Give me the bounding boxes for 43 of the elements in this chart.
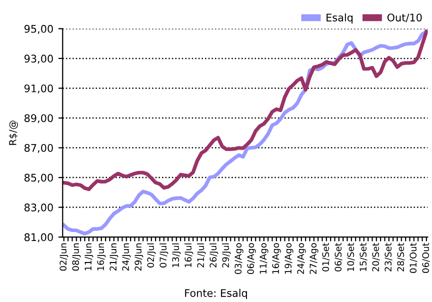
x-tick-label: 16/Jul xyxy=(184,243,194,268)
x-tick-label: 06/Out xyxy=(422,242,430,273)
y-tick-label: 95,00 xyxy=(24,24,53,34)
x-tick-label: 16/Ago xyxy=(272,243,281,274)
y-axis-title: R$/@ xyxy=(8,120,18,145)
legend-label: Esalq xyxy=(326,13,353,24)
y-tick-label: 89,00 xyxy=(24,114,53,124)
y-tick-label: 91,00 xyxy=(24,84,53,94)
x-tick-label: 01/Out xyxy=(410,242,418,273)
x-tick-label: 08/Jun xyxy=(72,243,81,271)
x-tick-label: 21/Jul xyxy=(197,243,206,268)
x-tick-label: 03/Ago xyxy=(234,243,244,274)
x-tick-label: 06/Ago xyxy=(247,243,256,274)
x-tick-label: 28/Set xyxy=(397,242,405,272)
y-tick-label: 83,00 xyxy=(24,204,53,212)
x-tick-label: 11/Ago xyxy=(260,243,268,274)
x-tick-label: 21/Jun xyxy=(110,243,118,271)
x-tick-label: 19/Ago xyxy=(284,243,294,274)
x-tick-label: 11/Jun xyxy=(84,243,94,270)
x-tick-label: 13/Jul xyxy=(172,243,181,268)
x-tick-label: 02/Jul xyxy=(147,243,156,268)
y-tick-label: 85,00 xyxy=(24,174,53,183)
x-tick-label: 07/Jul xyxy=(160,243,168,268)
source-note: Fonte: Esalq xyxy=(185,288,247,299)
x-tick-label: 26/Jul xyxy=(210,243,218,268)
x-tick-label: 10/Set xyxy=(347,242,355,271)
x-tick-label: 06/Set xyxy=(334,242,342,272)
x-tick-label: 02/Jun xyxy=(60,243,68,271)
x-tick-label: 23/Set xyxy=(384,242,392,272)
legend-label: Out/10 xyxy=(387,14,422,22)
x-tick-label: 20/Set xyxy=(372,242,380,272)
x-tick-label: 24/Ago xyxy=(297,243,306,274)
y-tick-label: 93,00 xyxy=(24,54,53,64)
x-tick-label: 16/Jun xyxy=(97,243,106,270)
x-tick-label: 24/Jun xyxy=(122,243,131,271)
x-tick-label: 27/Ago xyxy=(310,243,318,274)
x-tick-label: 29/Jun xyxy=(134,243,144,271)
x-tick-label: 15/Set xyxy=(360,242,368,271)
y-tick-label: 81,00 xyxy=(24,233,53,242)
line-series xyxy=(62,30,428,192)
x-tick-label: 29/Jul xyxy=(222,243,231,268)
x-tick-label: 01/Set xyxy=(322,242,330,272)
y-tick-label: 87,00 xyxy=(24,144,53,153)
